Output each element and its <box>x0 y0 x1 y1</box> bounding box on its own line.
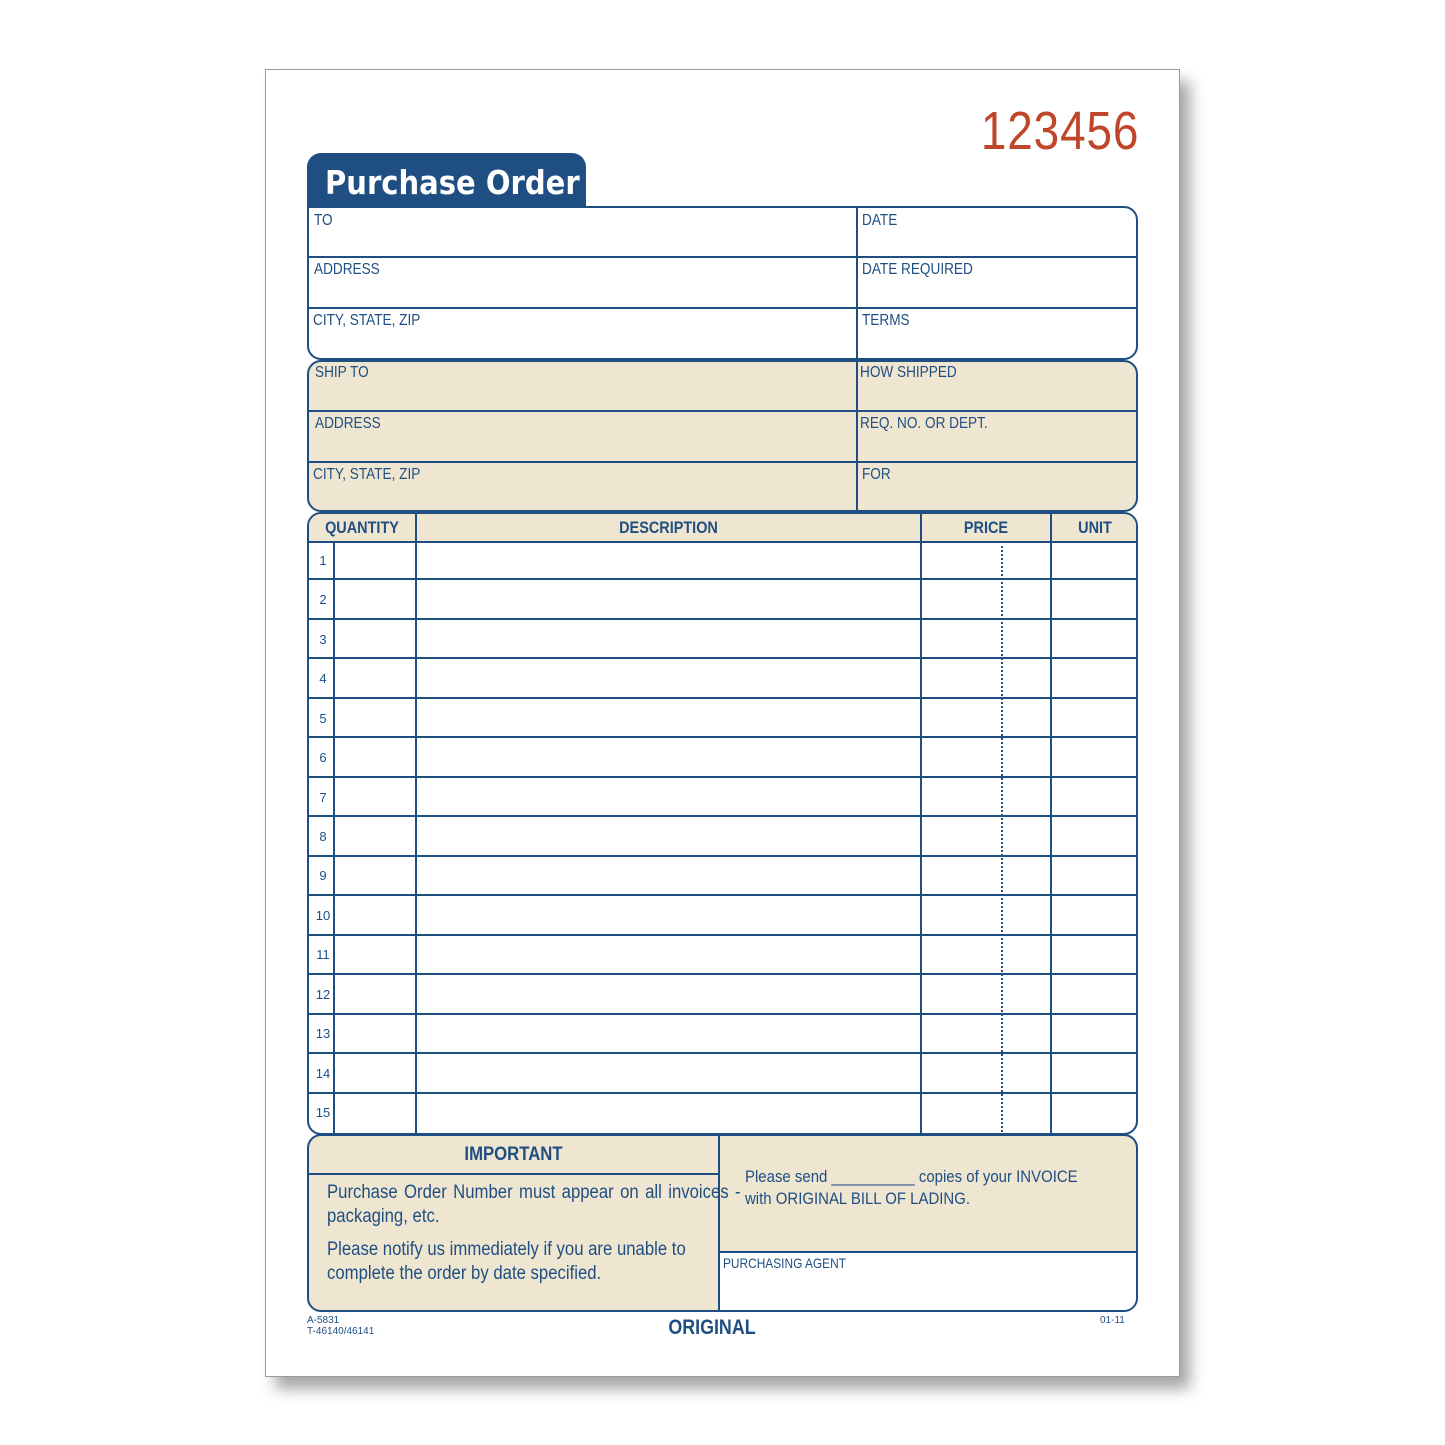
row-number: 11 <box>316 947 330 963</box>
table-row[interactable]: 3 <box>309 620 1136 660</box>
ship-city-state-zip-field[interactable]: CITY, STATE, ZIP <box>313 466 421 483</box>
row-number: 12 <box>315 986 331 1002</box>
important-note-2: Please notify us immediately if you are … <box>327 1239 686 1284</box>
table-row[interactable]: 8 <box>309 817 1136 857</box>
table-row[interactable]: 4 <box>309 659 1136 699</box>
for-field[interactable]: FOR <box>862 466 891 483</box>
row-number: 14 <box>315 1065 331 1081</box>
terms-field[interactable]: TERMS <box>862 312 910 329</box>
table-row[interactable]: 10 <box>309 896 1136 936</box>
invoice-note-1: Please send __________ copies of your IN… <box>745 1167 1078 1186</box>
date-field[interactable]: DATE <box>862 212 898 229</box>
row-number: 2 <box>319 592 327 608</box>
city-state-zip-field[interactable]: CITY, STATE, ZIP <box>313 312 421 329</box>
invoice-notes: Please send __________ copies of your IN… <box>745 1166 1132 1210</box>
table-row[interactable]: 1 <box>309 541 1136 581</box>
column-header-description: DESCRIPTION <box>619 518 718 537</box>
form-number: 123456 <box>980 101 1139 161</box>
form-title: Purchase Order <box>325 163 580 202</box>
req-no-field[interactable]: REQ. NO. OR DEPT. <box>860 415 988 432</box>
copy-label: ORIGINAL <box>668 1316 756 1339</box>
table-row[interactable]: 9 <box>309 857 1136 897</box>
table-row[interactable]: 2 <box>309 580 1136 620</box>
table-row[interactable]: 11 <box>309 936 1136 976</box>
ship-address-field[interactable]: ADDRESS <box>315 415 381 432</box>
table-row[interactable]: 5 <box>309 699 1136 739</box>
form-code-2: T-46140/46141 <box>307 1326 375 1337</box>
address-field[interactable]: ADDRESS <box>314 261 380 278</box>
table-row[interactable]: 14 <box>309 1054 1136 1094</box>
form-code-1: A-5831 <box>307 1315 340 1326</box>
column-header-unit: UNIT <box>1078 518 1112 537</box>
table-row[interactable]: 13 <box>309 1015 1136 1055</box>
row-number: 9 <box>319 868 327 884</box>
row-number: 6 <box>319 750 327 766</box>
bottom-section <box>307 1134 1138 1312</box>
row-number: 3 <box>319 631 327 647</box>
how-shipped-field[interactable]: HOW SHIPPED <box>860 364 957 381</box>
table-row[interactable]: 12 <box>309 975 1136 1015</box>
ship-section <box>307 360 1138 512</box>
table-row[interactable]: 7 <box>309 778 1136 818</box>
column-header-quantity: QUANTITY <box>325 518 399 537</box>
row-number: 15 <box>315 1105 331 1121</box>
table-row[interactable]: 15 <box>309 1094 1136 1133</box>
row-number: 8 <box>319 828 327 844</box>
row-number: 4 <box>319 671 327 687</box>
vendor-section <box>307 206 1138 360</box>
title-tab: Purchase Order <box>307 153 586 208</box>
revision-code: 01-11 <box>1100 1315 1125 1326</box>
invoice-note-2: with ORIGINAL BILL OF LADING. <box>745 1189 971 1208</box>
table-row[interactable]: 6 <box>309 738 1136 778</box>
important-heading: IMPORTANT <box>464 1144 563 1165</box>
important-notes: Purchase Order Number must appear on all… <box>327 1181 741 1286</box>
column-header-price: PRICE <box>963 518 1009 537</box>
row-number: 7 <box>319 789 327 805</box>
form-code: A-5831 T-46140/46141 <box>307 1315 374 1337</box>
to-field[interactable]: TO <box>314 212 333 229</box>
ship-to-field[interactable]: SHIP TO <box>315 364 369 381</box>
purchasing-agent-field[interactable]: PURCHASING AGENT <box>723 1255 846 1271</box>
important-note-1: Purchase Order Number must appear on all… <box>327 1182 741 1227</box>
row-number: 13 <box>315 1026 331 1042</box>
row-number: 1 <box>319 552 327 568</box>
date-required-field[interactable]: DATE REQUIRED <box>862 261 973 278</box>
row-number: 5 <box>319 710 327 726</box>
row-number: 10 <box>315 907 331 923</box>
